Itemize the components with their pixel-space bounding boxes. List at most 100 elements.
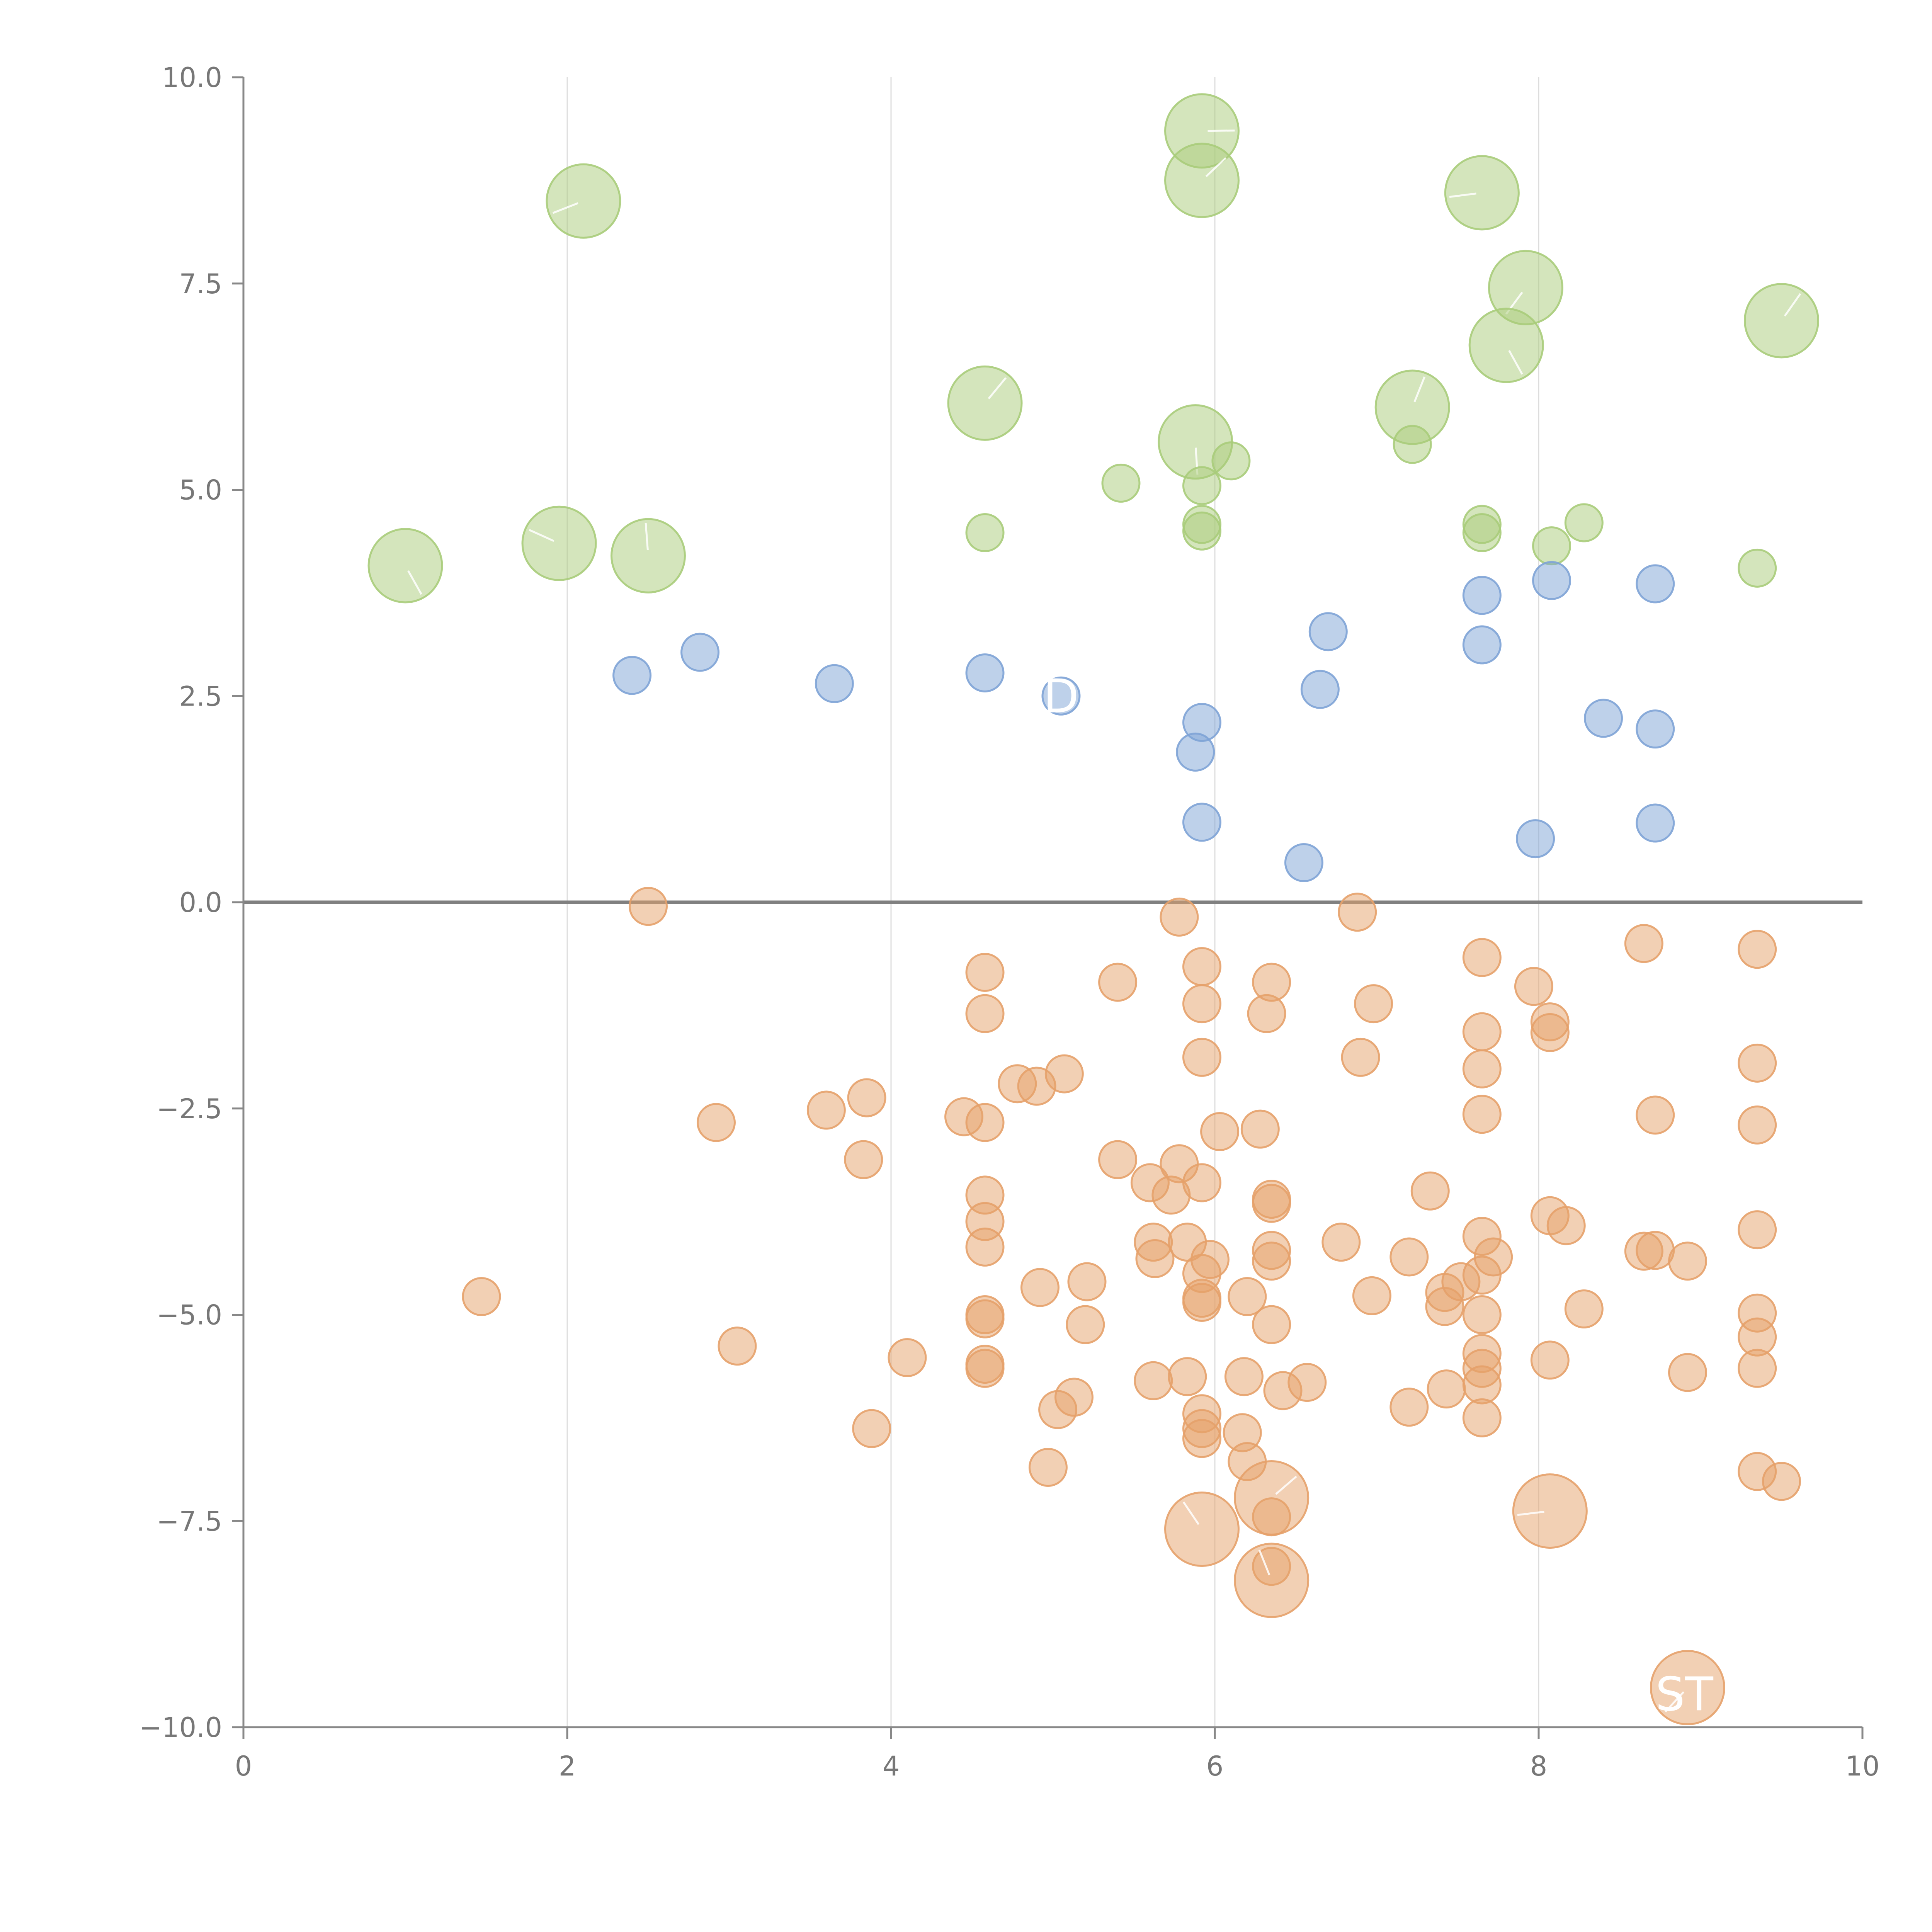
bubble-leader-line	[1182, 1501, 1200, 1525]
negative-bubble	[1168, 1357, 1207, 1396]
negative-bubble	[1564, 1289, 1604, 1329]
negative-bubble	[1164, 1492, 1240, 1567]
y-tick-label: 0.0	[179, 887, 222, 918]
negative-bubble	[1190, 1240, 1230, 1279]
y-tick-label: 10.0	[162, 62, 222, 94]
positive-large-bubble	[1744, 283, 1819, 359]
positive-small-bubble	[1516, 819, 1555, 859]
negative-bubble	[1624, 924, 1663, 963]
bubble-leader-line	[988, 377, 1007, 400]
negative-bubble	[1338, 893, 1377, 932]
positive-small-bubble	[1636, 803, 1675, 843]
negative-bubble	[1135, 1239, 1175, 1278]
positive-large-bubble	[611, 518, 686, 594]
positive-large-bubble	[1738, 548, 1777, 588]
negative-bubble	[1234, 1543, 1310, 1618]
positive-small-bubble	[680, 633, 720, 672]
x-tick-label: 4	[883, 1750, 900, 1782]
positive-large-bubble	[965, 513, 1005, 553]
positive-small-bubble	[1176, 732, 1215, 772]
positive-small-bubble	[965, 653, 1005, 692]
negative-bubble	[1182, 947, 1221, 986]
point-label: ST	[1655, 1668, 1713, 1722]
positive-small-bubble	[1182, 803, 1221, 842]
positive-small-bubble	[1284, 843, 1323, 883]
negative-bubble	[1066, 1305, 1105, 1344]
negative-bubble	[1427, 1369, 1466, 1409]
negative-bubble	[1530, 1013, 1570, 1052]
negative-bubble	[1738, 1043, 1777, 1083]
point-label: D	[1043, 670, 1079, 723]
negative-bubble	[1341, 1037, 1380, 1077]
positive-small-bubble	[1300, 670, 1340, 709]
y-tick-label: −2.5	[156, 1093, 222, 1125]
positive-small-bubble	[815, 664, 854, 703]
positive-large-bubble	[1444, 155, 1520, 231]
negative-bubble	[1054, 1378, 1094, 1417]
positive-small-bubble	[1584, 699, 1623, 738]
negative-bubble	[1738, 930, 1777, 969]
negative-bubble	[1738, 1210, 1777, 1250]
positive-large-bubble	[1564, 503, 1604, 543]
bubble-leader-line	[1784, 293, 1801, 316]
positive-large-bubble	[1211, 441, 1251, 481]
positive-large-bubble	[1182, 511, 1221, 551]
negative-bubble	[1224, 1357, 1264, 1396]
positive-large-bubble	[947, 365, 1023, 441]
bubble-leader-line	[645, 523, 649, 550]
negative-bubble	[1668, 1353, 1707, 1392]
x-tick-label: 10	[1845, 1750, 1879, 1782]
negative-bubble	[965, 1227, 1005, 1267]
negative-bubble	[1182, 984, 1221, 1024]
negative-bubble	[1462, 1049, 1502, 1088]
negative-bubble	[965, 1299, 1005, 1338]
negative-bubble	[852, 1409, 891, 1448]
negative-bubble	[1738, 1105, 1777, 1145]
positive-large-bubble	[546, 163, 621, 239]
negative-bubble	[965, 1103, 1005, 1142]
negative-bubble	[1462, 1365, 1502, 1405]
positive-large-bubble	[1462, 513, 1502, 553]
negative-bubble	[1252, 1305, 1291, 1344]
positive-small-bubble	[1462, 576, 1502, 615]
negative-bubble	[1228, 1277, 1267, 1316]
positive-large-bubble	[1182, 466, 1221, 505]
positive-large-bubble	[1393, 425, 1432, 464]
y-tick-label: 2.5	[179, 680, 222, 712]
negative-bubble	[1200, 1112, 1240, 1151]
negative-bubble	[888, 1338, 927, 1378]
point-label: E	[1362, 1330, 1391, 1383]
negative-bubble	[1182, 1163, 1221, 1202]
negative-bubble	[1636, 1095, 1675, 1135]
positive-small-bubble	[1532, 561, 1571, 600]
bubble-leader-line	[1205, 157, 1227, 177]
y-tick-label: −7.5	[156, 1505, 222, 1537]
axis-layer: 10.0 7.5 5.0 2.5 0.0 −2.5 −5.0 −7.5 −10.0 0 2 4 6 8 10	[139, 62, 1879, 1782]
bubble-leader-line	[1449, 192, 1476, 198]
negative-bubble	[965, 1349, 1005, 1388]
positive-large-bubble	[1164, 143, 1240, 218]
bubble-leader-line	[1665, 1691, 1685, 1713]
y-tick-label: −5.0	[156, 1299, 222, 1331]
negative-bubble	[462, 1277, 501, 1316]
negative-bubble	[1530, 1340, 1570, 1380]
negative-bubble	[1512, 1473, 1588, 1549]
negative-bubble	[1098, 1140, 1138, 1179]
negative-bubble	[1067, 1262, 1107, 1301]
negative-bubble	[1462, 1398, 1502, 1437]
y-tick-label: −10.0	[139, 1712, 222, 1743]
bubble-layer	[367, 93, 1819, 1726]
bubble-leader-line	[552, 202, 578, 214]
negative-bubble	[1287, 1363, 1327, 1402]
negative-bubble	[1514, 967, 1553, 1006]
bubble-leader-line	[1413, 376, 1426, 403]
negative-bubble	[1352, 1276, 1391, 1315]
negative-bubble	[1474, 1237, 1513, 1277]
label-layer: D E ST	[1043, 670, 1714, 1721]
negative-bubble	[1668, 1242, 1707, 1281]
negative-bubble	[1044, 1054, 1084, 1094]
negative-bubble	[965, 994, 1005, 1033]
positive-large-bubble	[367, 528, 443, 604]
positive-large-bubble	[521, 505, 597, 581]
